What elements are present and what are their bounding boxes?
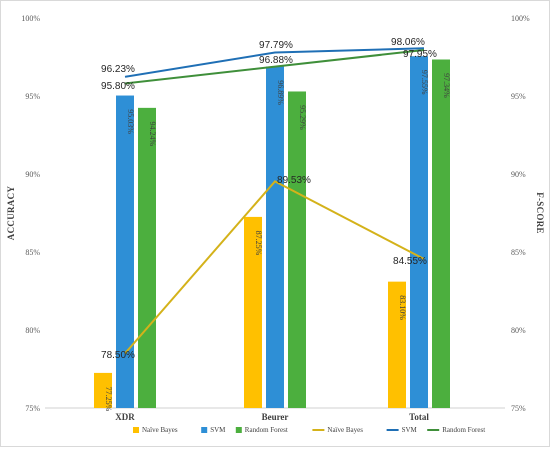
bar-value-label: 87.25%: [254, 231, 263, 256]
y-left-axis-title: ACCURACY: [6, 186, 16, 241]
y-left-tick-label: 75%: [25, 404, 40, 413]
bar-value-label: 95.03%: [126, 109, 135, 134]
line-value-label: 98.06%: [391, 37, 425, 48]
y-left-tick-label: 95%: [25, 92, 40, 101]
y-right-tick-label: 100%: [511, 14, 530, 23]
legend-entry: Random Forest: [442, 426, 485, 434]
bar-value-label: 95.29%: [298, 105, 307, 130]
bar: [94, 372, 112, 408]
y-left-tick-label: 100%: [21, 14, 40, 23]
bar: [138, 107, 156, 408]
y-right-tick-label: 90%: [511, 170, 526, 179]
legend-entry: Naïve Bayes: [327, 426, 363, 434]
legend-entry: Random Forest: [245, 426, 288, 434]
bar: [116, 95, 134, 409]
bar-value-label: 97.55%: [420, 70, 429, 95]
y-right-tick-label: 85%: [511, 248, 526, 257]
bar-value-label: 96.89%: [276, 80, 285, 105]
y-right-tick-label: 75%: [511, 404, 526, 413]
legend-swatch-bar: [201, 427, 208, 433]
line-series: [124, 48, 425, 85]
y-left-tick-label: 90%: [25, 170, 40, 179]
bar: [266, 66, 284, 409]
bar-value-label: 77.25%: [104, 387, 113, 412]
legend-entry: SVM: [210, 426, 226, 434]
line-series: [124, 180, 425, 355]
legend-entry: SVM: [402, 426, 418, 434]
line-series: [124, 47, 425, 78]
line-value-label: 96.88%: [259, 55, 293, 66]
line-value-label: 78.50%: [101, 350, 135, 361]
bar: [410, 56, 428, 408]
category-label: XDR: [115, 412, 135, 422]
bar-value-label: 97.34%: [442, 73, 451, 98]
bar: [244, 216, 262, 408]
line-value-label: 89.53%: [277, 175, 311, 186]
y-right-tick-label: 80%: [511, 326, 526, 335]
line-value-label: 97.79%: [259, 40, 293, 51]
legend-swatch-bar: [133, 427, 139, 433]
legend-entry: Naïve Bayes: [142, 426, 178, 434]
category-label: Total: [409, 412, 429, 422]
line-value-label: 84.55%: [393, 256, 427, 267]
bar-value-label: 94.24%: [148, 122, 157, 147]
line-value-label: 97.95%: [403, 49, 437, 60]
line-value-label: 96.23%: [101, 64, 135, 75]
legend-swatch-bar: [235, 427, 242, 433]
bar: [432, 59, 450, 408]
bar: [388, 281, 406, 408]
category-label: Beurer: [262, 412, 289, 422]
bar: [288, 91, 306, 408]
y-right-tick-label: 95%: [511, 92, 526, 101]
y-right-axis-title: F-SCORE: [535, 192, 545, 234]
y-left-tick-label: 80%: [25, 326, 40, 335]
bar-value-label: 83.10%: [398, 295, 407, 320]
y-left-tick-label: 85%: [25, 248, 40, 257]
line-value-label: 95.80%: [101, 81, 135, 92]
